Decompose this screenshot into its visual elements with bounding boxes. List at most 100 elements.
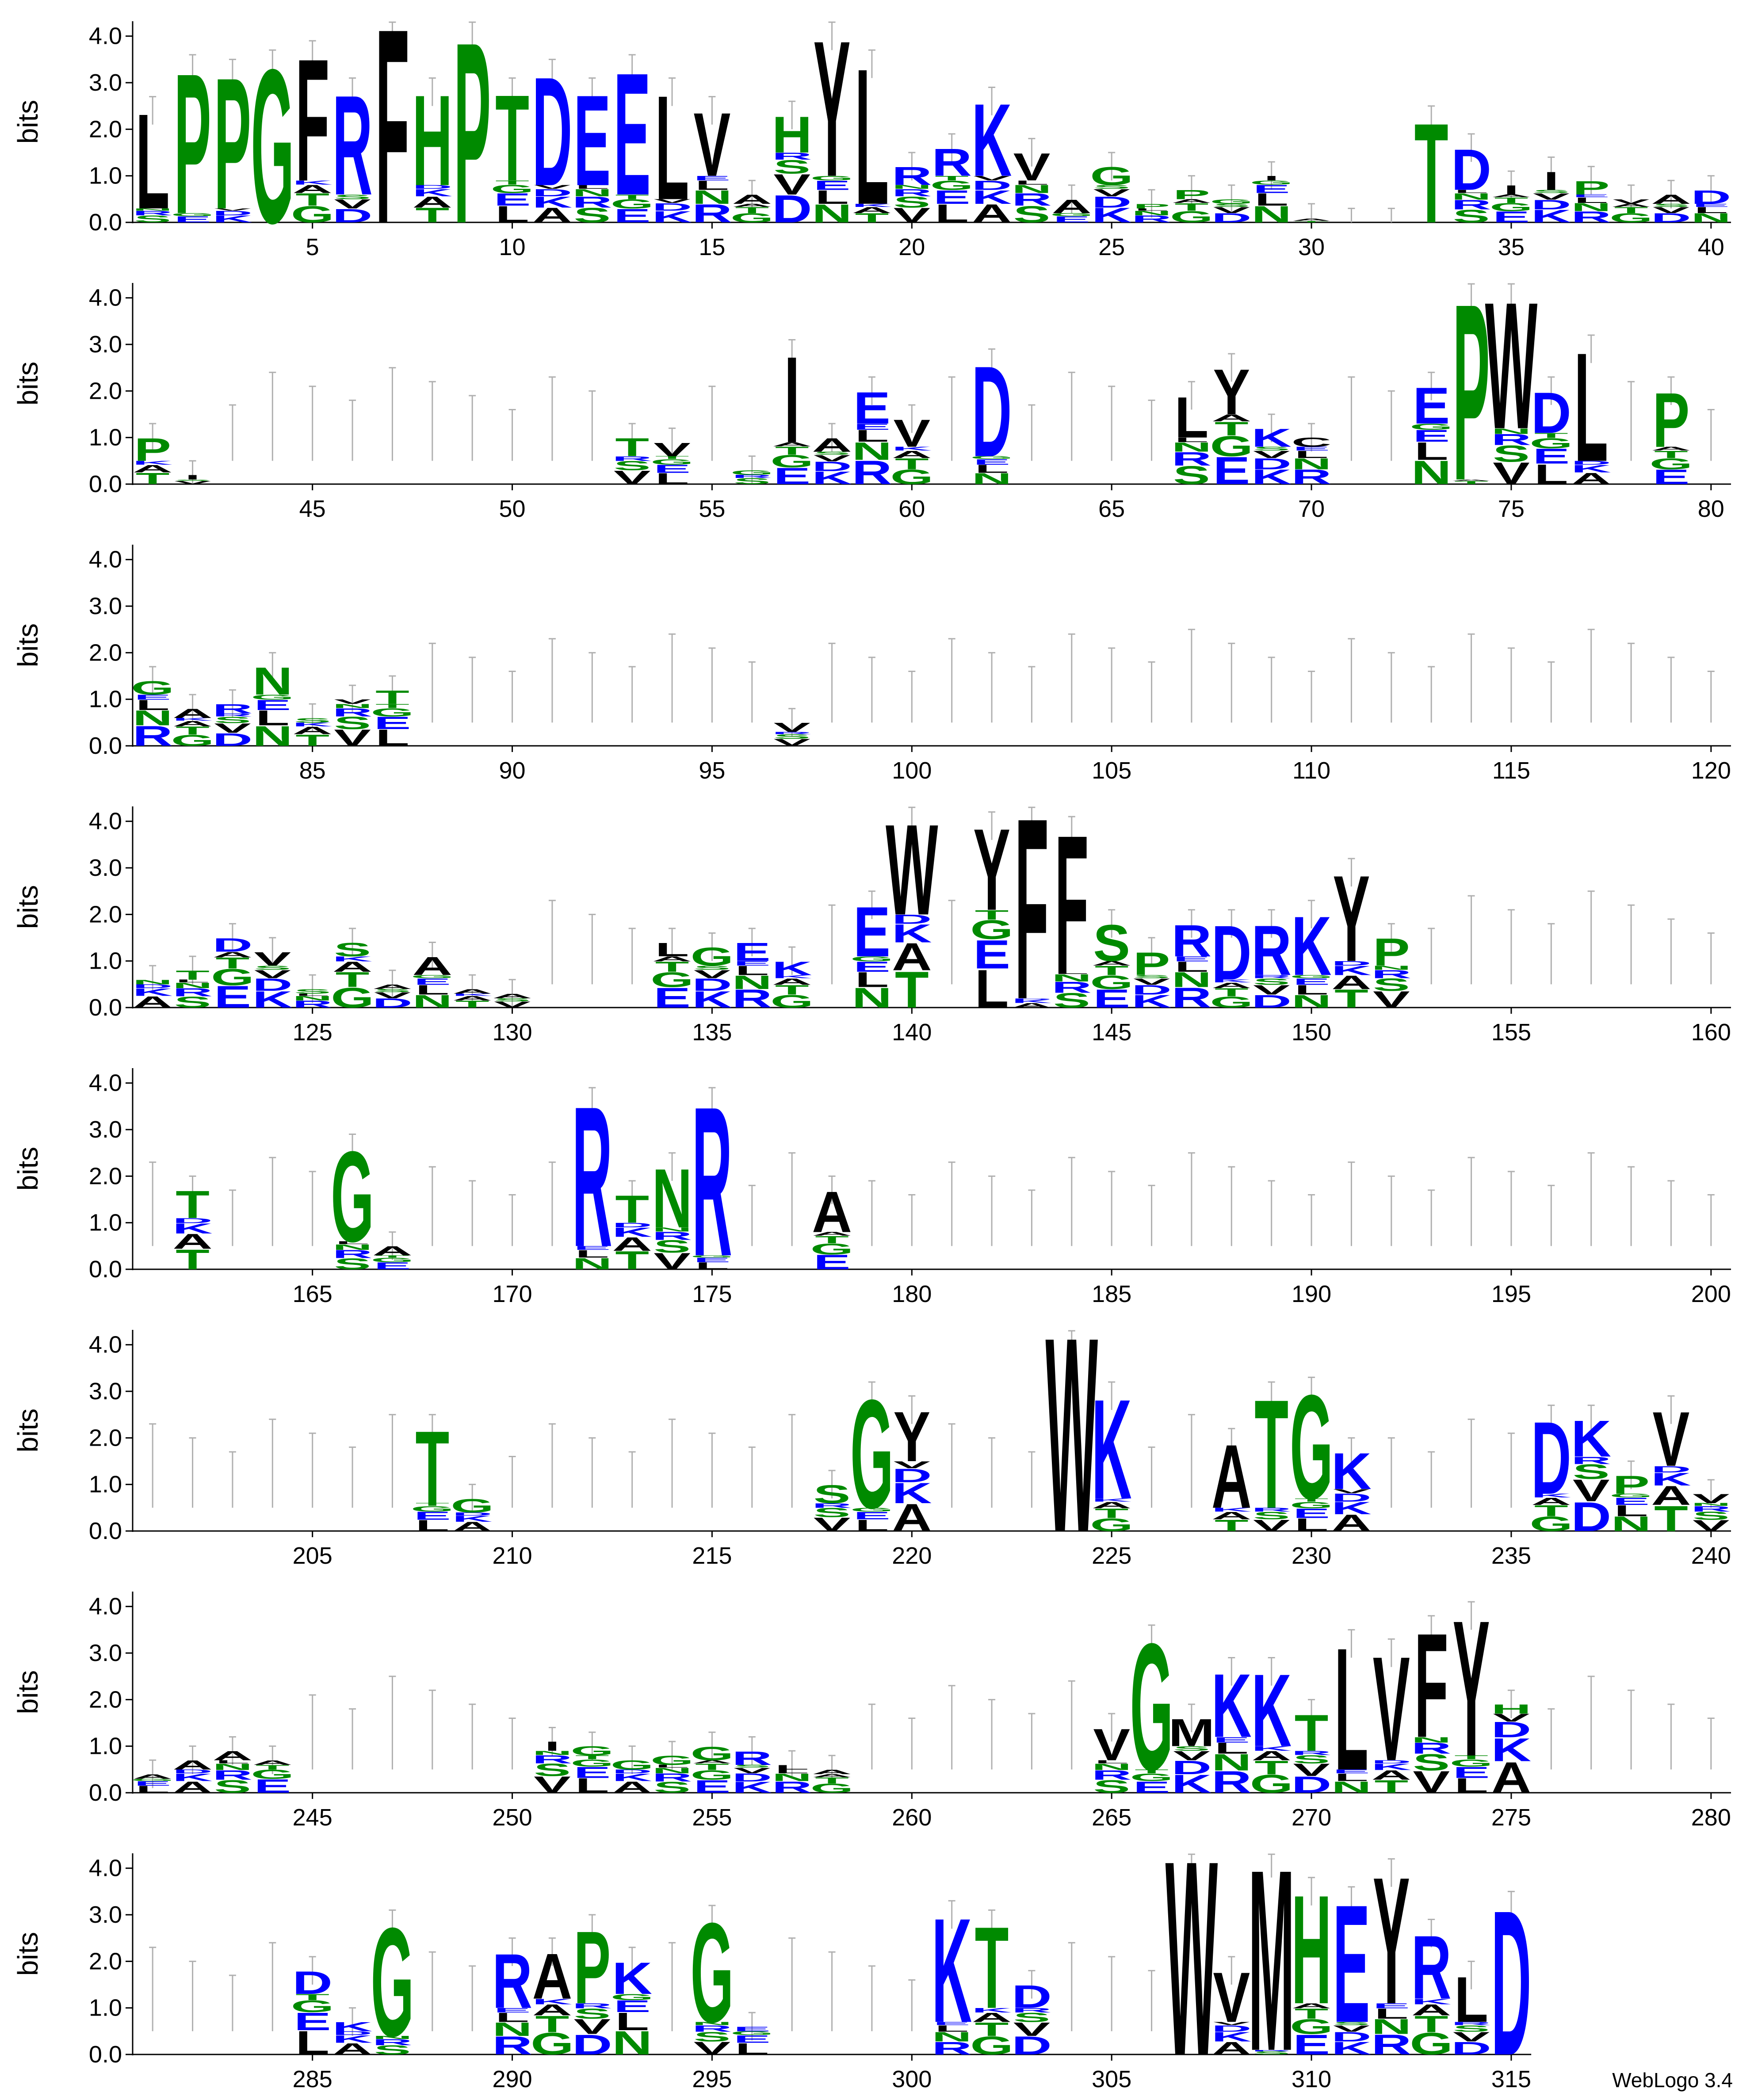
residue-letter: N [1012,183,1052,195]
residue-letter-top: E [1333,1871,1370,2058]
residue-letter: T [1135,1768,1169,1775]
residue-letter: G [1529,1512,1573,1535]
residue-letter: S [573,204,611,227]
residue-letter: A [133,463,173,475]
residue-letter: D [892,1465,932,1486]
residue-letter: S [1013,2010,1051,2024]
residue-letter: L [975,462,1009,475]
residue-letter: N [1611,1512,1651,1535]
residue-letter-top: A [812,1768,852,1775]
residue-letter-top: R [213,702,253,716]
residue-letter: T [695,1762,729,1772]
x-tick-label: 120 [1691,757,1731,784]
residue-letter: T [1534,431,1568,439]
residue-letter: E [1253,183,1290,195]
residue-letter-top: R [1411,1917,1452,2018]
residue-letter: S [1653,203,1690,208]
residue-letter: L [695,178,729,192]
residue-letter-top: A [732,192,772,206]
residue-letter: G [1650,455,1693,473]
residue-letter: R [732,984,772,1013]
residue-letter: K [1211,1507,1252,1513]
residue-letter: L [1254,190,1288,209]
residue-letter-top: D [292,1965,332,2001]
residue-letter-top: F [295,23,329,218]
residue-letter: T [775,444,809,457]
x-tick-label: 70 [1298,496,1325,522]
residue-letter-top: K [1092,1370,1132,1529]
residue-letter: A [892,449,932,460]
residue-letter: G [491,183,534,195]
residue-letter: R [652,1229,692,1242]
residue-letter-top: F [375,0,409,282]
residue-letter: V [653,198,691,204]
residue-letter-top: E [734,937,771,966]
x-tick-label: 25 [1098,234,1125,260]
residue-letter: K [452,1514,493,1524]
residue-letter-top: K [972,82,1012,198]
residue-letter: V [694,2038,731,2058]
residue-letter: V [374,991,411,1000]
residue-letter: G [1529,435,1573,451]
residue-letter: D [252,975,293,994]
residue-letter: S [1253,446,1290,452]
y-tick-label: 3.0 [89,331,122,358]
residue-letter: D [1131,982,1172,997]
x-tick-label: 155 [1491,1019,1531,1046]
residue-letter: E [734,2033,771,2045]
residue-letter: S [1253,2050,1290,2055]
residue-letter-top: K [1292,899,1332,993]
y-tick-label: 3.0 [89,1378,122,1405]
residue-letter: R [812,1502,852,1509]
residue-letter: R [1491,431,1532,448]
x-tick-label: 105 [1092,757,1131,784]
residue-letter: S [534,1760,571,1779]
residue-letter-top: A [1651,192,1691,206]
residue-letter-top: A [492,993,532,1000]
residue-letter: R [1371,968,1411,981]
residue-letter: T [136,470,170,488]
residue-letter-top: L [136,86,170,237]
y-tick-label: 0.0 [89,2041,122,2068]
x-tick-label: 200 [1691,1281,1731,1307]
residue-letter: T [1454,1755,1488,1760]
residue-letter: E [614,1997,651,2016]
residue-letter: D [812,459,852,474]
residue-letter: N [932,2029,972,2044]
residue-letter: G [1210,993,1253,1011]
residue-letter: G [730,2030,774,2036]
residue-letter: T [1215,1516,1249,1535]
residue-letter: T [375,1255,409,1258]
residue-letter: T [815,1234,849,1245]
x-tick-label: 230 [1292,1543,1331,1569]
logo-row-6: bits 0.0 1.0 2.0 3.0 4.0 205 210 215 220 225 230 235… [12,1279,1731,1590]
residue-letter-top: E [734,2025,771,2032]
residue-letter: T [535,2011,569,2037]
residue-letter: G [611,197,654,211]
residue-letter: T [216,955,250,972]
residue-letter: L [735,2040,769,2058]
residue-letter: E [1613,1496,1650,1507]
residue-letter: T [895,961,929,1019]
residue-letter-top: A [372,983,413,990]
y-tick-label: 1.0 [89,163,122,189]
x-tick-label: 85 [299,757,326,784]
residue-letter-top: I [185,473,200,481]
residue-letter: L [775,1768,809,1775]
residue-letter-top: A [452,988,493,995]
residue-letter: R [1012,190,1052,209]
residue-letter-top: R [492,1938,532,2025]
residue-letter-top: R [1251,910,1292,990]
residue-letter: E [134,693,171,701]
residue-letter: R [1092,1768,1132,1783]
residue-letter: L [295,2024,329,2062]
residue-letter: A [1092,1500,1132,1510]
y-tick-label: 4.0 [89,1593,122,1620]
residue-letter: T [1295,1497,1329,1502]
y-axis-label: bits [12,100,44,144]
residue-letter: S [694,965,731,971]
residue-letter: V [1253,1516,1290,1535]
y-tick-label: 2.0 [89,378,122,404]
residue-letter: K [1411,1997,1452,2006]
residue-letter: G [411,974,454,979]
